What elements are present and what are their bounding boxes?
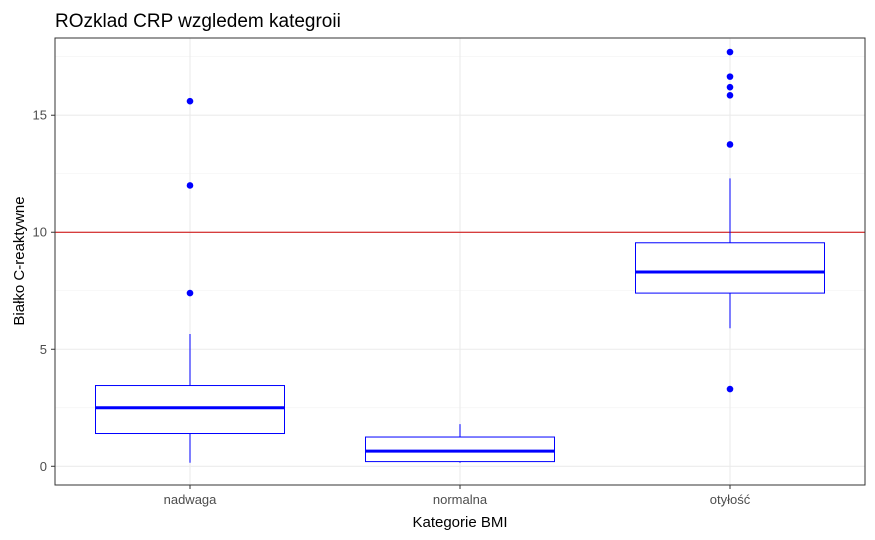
chart-title: ROzklad CRP wzgledem kategroii (55, 11, 341, 32)
x-tick-label: nadwaga (164, 492, 218, 507)
x-axis: nadwaga normalna otyłość (164, 485, 751, 507)
x-tick-label: otyłość (710, 492, 751, 507)
y-tick-label: 5 (40, 342, 47, 357)
y-tick-label: 0 (40, 459, 47, 474)
outlier-point (186, 289, 194, 297)
y-tick-label: 15 (33, 108, 47, 123)
x-tick-label: normalna (433, 492, 488, 507)
y-axis-title: Białko C-reaktywne (11, 196, 28, 325)
box-iqr (365, 436, 555, 463)
y-tick-label: 10 (33, 225, 47, 240)
outlier-point (726, 48, 734, 56)
y-axis: 0 5 10 15 (33, 108, 55, 474)
box-iqr (635, 242, 825, 294)
x-axis-title: Kategorie BMI (412, 514, 507, 531)
outlier-point (726, 92, 734, 99)
outlier-point (186, 182, 194, 189)
box-iqr (95, 385, 285, 435)
outlier-point (726, 141, 734, 148)
outlier-point (726, 73, 734, 80)
box-otyłość (635, 48, 825, 393)
outlier-point (726, 83, 734, 91)
outlier-point (726, 385, 734, 393)
box-nadwaga (95, 97, 285, 463)
boxes-layer (95, 48, 825, 463)
outlier-point (186, 97, 194, 105)
box-normalna (365, 424, 555, 463)
